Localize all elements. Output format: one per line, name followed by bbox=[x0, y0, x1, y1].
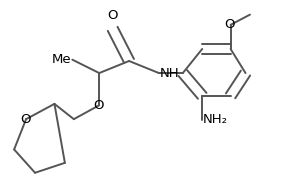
Text: O: O bbox=[20, 113, 31, 126]
Text: O: O bbox=[107, 9, 118, 22]
Text: NH₂: NH₂ bbox=[203, 113, 228, 126]
Text: Me: Me bbox=[52, 53, 72, 66]
Text: NH: NH bbox=[160, 67, 179, 80]
Text: O: O bbox=[93, 99, 104, 112]
Text: O: O bbox=[225, 18, 235, 31]
